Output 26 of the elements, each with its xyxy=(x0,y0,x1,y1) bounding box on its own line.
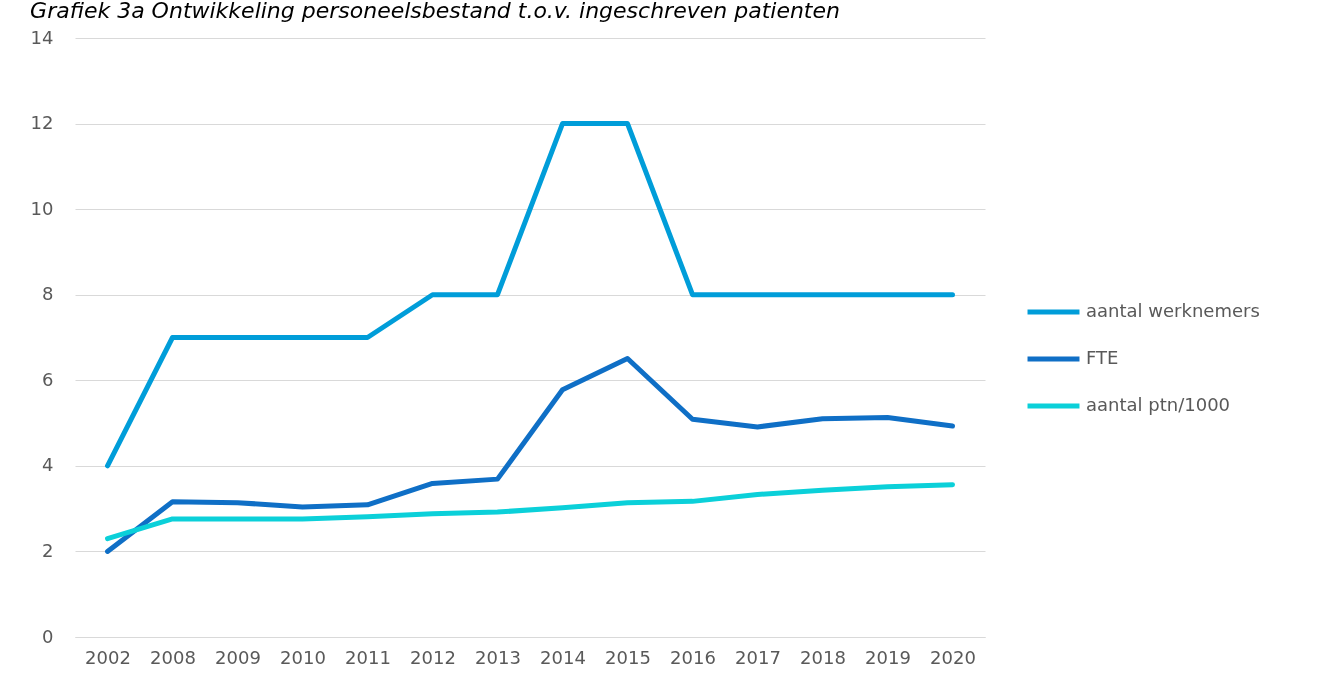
legend-label: aantal werknemers xyxy=(1086,300,1260,321)
x-tick-label: 2013 xyxy=(475,646,521,668)
x-tick-label: 2017 xyxy=(735,646,781,668)
y-tick-label: 14 xyxy=(30,26,54,48)
y-tick-label: 12 xyxy=(30,112,54,134)
y-tick-label: 4 xyxy=(42,454,54,476)
y-tick-label: 10 xyxy=(30,197,54,219)
x-tick-label: 2019 xyxy=(865,646,911,668)
y-tick-label: 2 xyxy=(42,539,54,561)
chart-title: Grafiek 3a Ontwikkeling personeelsbestand t.o.v. ingeschreven patienten xyxy=(30,0,840,23)
x-tick-label: 2015 xyxy=(605,646,651,668)
x-tick-label: 2012 xyxy=(410,646,456,668)
x-tick-label: 2018 xyxy=(800,646,846,668)
x-tick-label: 2008 xyxy=(150,646,196,668)
x-tick-label: 2016 xyxy=(670,646,716,668)
legend-label: aantal ptn/1000 xyxy=(1086,394,1231,415)
x-tick-label: 2020 xyxy=(930,646,976,668)
x-tick-label: 2011 xyxy=(345,646,391,668)
y-tick-label: 8 xyxy=(42,283,54,305)
x-tick-label: 2009 xyxy=(215,646,261,668)
y-tick-label: 6 xyxy=(42,368,54,390)
x-tick-label: 2014 xyxy=(540,646,586,668)
x-tick-label: 2010 xyxy=(280,646,326,668)
y-tick-label: 0 xyxy=(42,625,54,647)
x-tick-label: 2002 xyxy=(85,646,131,668)
legend-label: FTE xyxy=(1086,347,1119,368)
